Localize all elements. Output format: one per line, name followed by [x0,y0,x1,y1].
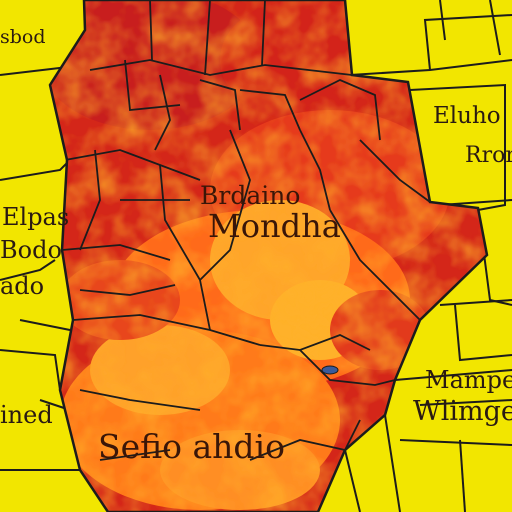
place-label-right-1: Eluho [433,103,501,129]
place-label-center-1: Brdaino [200,181,301,210]
place-label-left-3: ado [0,272,45,300]
place-label-left-1: Elpas [2,203,70,231]
place-label-right-3: Mampe [425,366,512,394]
place-label-left-4: ined [0,401,53,429]
place-label-center-2: Mondha [208,207,341,245]
place-label-right-2: Rrorra [465,143,512,168]
place-label-top-left: sbod [0,26,46,48]
inner-county-borders [61,0,431,461]
place-label-left-2: Bodo [0,236,62,264]
place-label-right-4: Wlimgea [413,396,512,427]
place-label-bottom: Sefio ahdio [98,427,285,466]
lake [321,365,339,375]
